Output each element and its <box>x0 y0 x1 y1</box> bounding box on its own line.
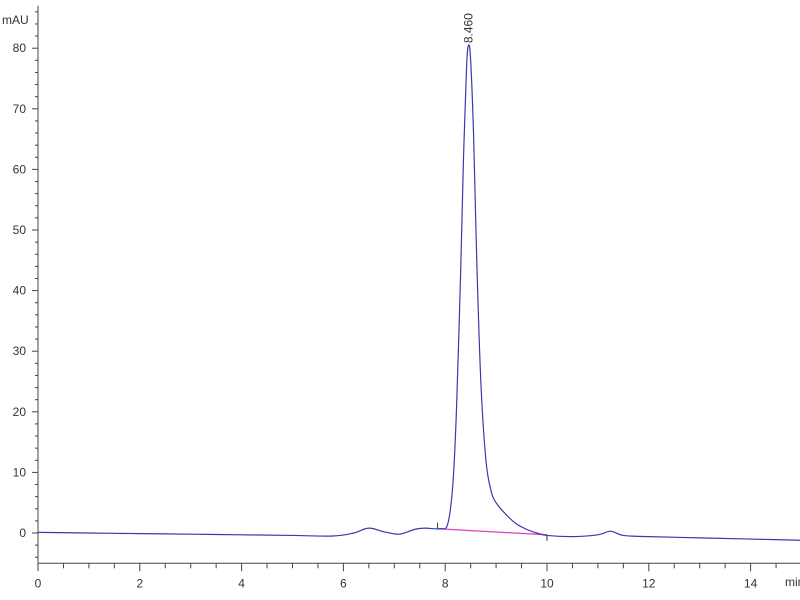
y-tick-label: 40 <box>13 284 27 298</box>
x-tick-label: 14 <box>744 576 758 590</box>
peak-label: 8.460 <box>462 13 476 43</box>
x-tick-label: 6 <box>340 576 347 590</box>
x-tick-label: 4 <box>238 576 245 590</box>
signal-line <box>37 44 800 541</box>
x-tick-label: 8 <box>442 576 449 590</box>
y-tick-label: 0 <box>19 526 26 540</box>
integration-baseline <box>437 528 548 536</box>
x-tick-label: 0 <box>35 576 42 590</box>
y-tick-label: 50 <box>13 223 27 237</box>
x-tick-label: 2 <box>136 576 143 590</box>
x-axis-label: min <box>785 575 800 589</box>
y-tick-label: 10 <box>13 465 27 479</box>
y-tick-label: 20 <box>13 405 27 419</box>
y-tick-label: 30 <box>13 344 27 358</box>
y-axis-label: mAU <box>2 13 29 27</box>
y-tick-label: 80 <box>13 41 27 55</box>
y-tick-label: 60 <box>13 162 27 176</box>
y-tick-label: 70 <box>13 102 27 116</box>
x-tick-label: 10 <box>540 576 554 590</box>
x-tick-label: 12 <box>642 576 656 590</box>
